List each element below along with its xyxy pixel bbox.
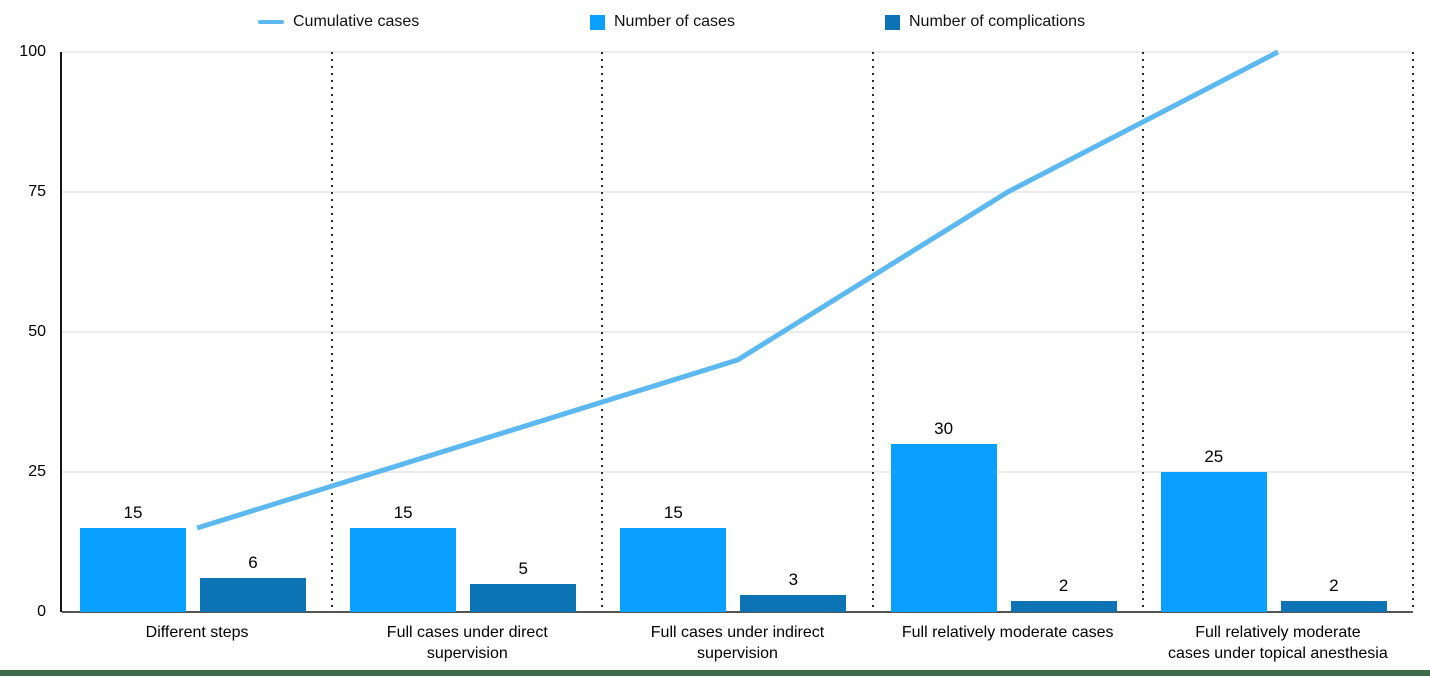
y-axis-tick-label: 25 xyxy=(28,463,46,480)
y-axis-tick-label: 0 xyxy=(37,603,46,620)
category-separator-dotted-line xyxy=(601,52,604,612)
cumulative-line xyxy=(196,49,1280,531)
y-axis-tick-label: 75 xyxy=(28,183,46,200)
x-axis-category-label: Full relatively moderate cases xyxy=(901,624,1114,641)
bar-value-label: 5 xyxy=(518,559,528,578)
x-axis-category-label: Different steps xyxy=(145,624,249,641)
complications-bar xyxy=(1010,600,1117,612)
legend-label: Number of cases xyxy=(614,13,735,30)
complications-bar xyxy=(740,595,847,612)
legend-label: Number of complications xyxy=(909,13,1086,30)
legend-item: Cumulative cases xyxy=(258,10,419,34)
cases-bar xyxy=(350,528,457,612)
y-axis-line xyxy=(60,52,62,612)
line-icon xyxy=(258,20,284,24)
legend-item: Number of complications xyxy=(885,10,1085,34)
gridline xyxy=(62,331,1413,333)
bar-value-label: 3 xyxy=(788,570,799,590)
category-separator-dotted-line xyxy=(871,52,874,612)
category-separator-dotted-line xyxy=(1141,52,1144,612)
complications-bar xyxy=(1280,600,1387,612)
bar-value-label: 30 xyxy=(934,419,954,438)
x-axis-category-label: Full cases under indirect supervision xyxy=(650,624,825,662)
cases-bar xyxy=(620,528,727,612)
bar-value-label: 15 xyxy=(663,503,683,522)
square-icon xyxy=(885,14,900,30)
bar-value-label: 6 xyxy=(248,553,258,573)
legend-label: Cumulative cases xyxy=(293,13,420,30)
bar-value-label: 15 xyxy=(393,503,413,522)
x-axis-line xyxy=(62,611,1413,613)
legend-item: Number of cases xyxy=(590,10,735,34)
category-separator-dotted-line xyxy=(331,52,334,612)
complications-bar xyxy=(470,584,577,612)
footer-accent-bar xyxy=(0,670,1430,676)
bar-value-label: 2 xyxy=(1329,575,1339,595)
complications-bar xyxy=(200,578,306,612)
square-icon xyxy=(590,14,605,30)
bar-value-label: 25 xyxy=(1204,447,1224,466)
cases-bar xyxy=(80,528,186,612)
gridline xyxy=(62,191,1413,193)
y-axis-tick-label: 50 xyxy=(28,323,46,340)
bar-value-label: 15 xyxy=(123,503,143,522)
category-separator-dotted-line xyxy=(1412,52,1414,612)
x-axis-category-label: Full relatively moderate cases under top… xyxy=(1168,624,1388,662)
gridline xyxy=(62,51,1413,53)
x-axis-category-label: Full cases under direct supervision xyxy=(386,624,548,662)
cases-bar xyxy=(890,444,997,612)
y-axis-tick-label: 100 xyxy=(19,43,46,60)
bar-value-label: 2 xyxy=(1058,575,1069,595)
cases-bar xyxy=(1160,472,1267,612)
